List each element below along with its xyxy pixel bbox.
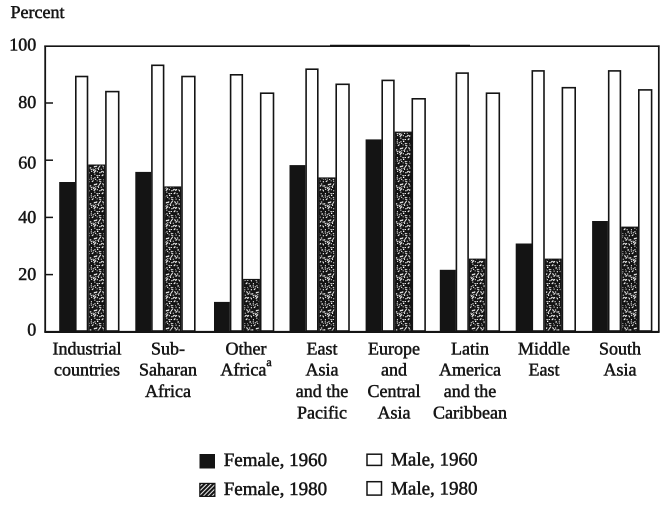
svg-text:Asia: Asia	[306, 360, 339, 380]
svg-text:Pacific: Pacific	[297, 403, 347, 423]
svg-text:South: South	[599, 338, 641, 358]
svg-text:Middle: Middle	[518, 338, 570, 358]
svg-text:Africaa: Africaa	[220, 355, 272, 380]
svg-text:20: 20	[18, 264, 36, 284]
svg-text:Percent: Percent	[11, 2, 65, 22]
svg-text:Sub-: Sub-	[151, 338, 185, 358]
svg-text:Caribbean: Caribbean	[433, 403, 507, 423]
svg-text:Africa: Africa	[145, 381, 191, 401]
svg-text:East: East	[529, 360, 560, 380]
svg-text:Female, 1980: Female, 1980	[224, 479, 327, 500]
svg-text:40: 40	[18, 207, 36, 227]
svg-text:countries: countries	[54, 360, 120, 380]
svg-text:Latin: Latin	[451, 338, 489, 358]
svg-text:Asia: Asia	[604, 360, 637, 380]
svg-text:0: 0	[27, 320, 36, 340]
svg-text:and the: and the	[444, 381, 496, 401]
svg-text:America: America	[439, 360, 501, 380]
svg-text:Other: Other	[226, 338, 267, 358]
svg-text:East: East	[307, 338, 338, 358]
svg-text:Male, 1960: Male, 1960	[391, 450, 478, 471]
svg-text:Industrial: Industrial	[53, 338, 122, 358]
svg-text:60: 60	[18, 152, 36, 172]
svg-text:80: 80	[18, 92, 36, 112]
svg-text:Female, 1960: Female, 1960	[224, 450, 327, 471]
svg-text:Male, 1980: Male, 1980	[391, 479, 478, 500]
svg-text:Central: Central	[368, 381, 421, 401]
svg-text:Asia: Asia	[378, 403, 411, 423]
svg-text:and the: and the	[296, 381, 348, 401]
svg-text:Europe: Europe	[368, 338, 420, 358]
svg-text:and: and	[381, 360, 407, 380]
svg-text:Saharan: Saharan	[139, 360, 197, 380]
svg-text:100: 100	[9, 35, 36, 55]
